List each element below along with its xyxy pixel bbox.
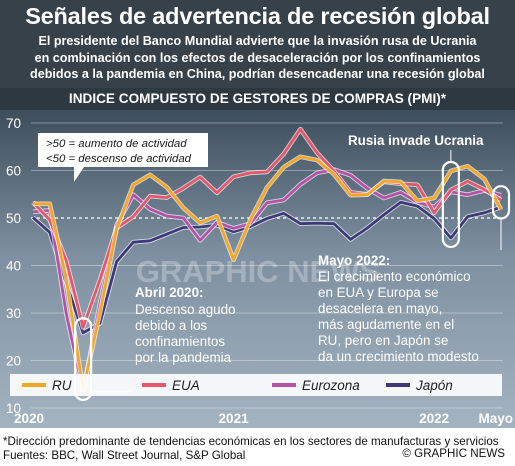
annotation-may-2022: Mayo 2022: El crecimiento económico en E… <box>318 253 479 364</box>
may-line: El crecimiento económico <box>318 269 471 284</box>
april-line: por la pandemia <box>135 350 232 365</box>
y-tick-label: 50 <box>6 211 21 226</box>
legend-box-pointer <box>74 167 84 182</box>
legend-box-line2: <50 = descenso de actividad <box>46 153 192 165</box>
subtitle-line: debidos a la pandemia en China, podrían … <box>30 67 485 81</box>
y-tick-label: 40 <box>6 259 21 274</box>
legend-box-bg <box>38 133 208 167</box>
pmi-chart: GRAPHIC NEWS 10 20 30 40 50 60 70 >50 = aument… <box>0 110 515 428</box>
y-tick-label: 10 <box>6 401 21 416</box>
x-tick-label: 2020 <box>14 411 44 426</box>
header-panel: Señales de advertencia de recesión globa… <box>0 0 515 88</box>
subtitle-line: El presidente del Banco Mundial advierte… <box>38 34 477 48</box>
watermark: GRAPHIC NEWS <box>136 254 381 289</box>
y-tick-label: 60 <box>6 164 21 179</box>
legend-label-EUA: EUA <box>172 378 200 393</box>
footnote: *Dirección predominante de tendencias ec… <box>3 435 499 448</box>
legend-label-RU: RU <box>52 378 72 393</box>
april-line: confinamientos <box>135 334 225 349</box>
x-tick-label: 2022 <box>419 411 449 426</box>
page-title: Señales de advertencia de recesión globa… <box>25 3 490 29</box>
may-title: Mayo 2022: <box>318 253 390 268</box>
may-line: da un crecimiento modesto <box>318 349 479 364</box>
april-title: Abril 2020: <box>135 285 203 300</box>
chart-title-band: INDICE COMPUESTO DE GESTORES DE COMPRAS … <box>0 88 515 110</box>
april-line: debido a los <box>135 318 208 333</box>
may-line: RU, pero en Japón se <box>318 333 448 348</box>
series-line-RU <box>33 155 503 392</box>
chart-legend: RU EUA Eurozona Japón <box>10 374 502 396</box>
annotation-russia: Rusia invade Ucrania <box>348 133 484 148</box>
april-line: Descenso agudo <box>135 302 236 317</box>
sources: Fuentes: BBC, Wall Street Journal, S&P G… <box>3 449 246 462</box>
series-line-Japón <box>32 200 502 335</box>
legend-label-Eurozona: Eurozona <box>302 378 360 393</box>
may-line: más agudamente en el <box>318 317 454 332</box>
legend-box-activity: >50 = aumento de actividad <50 = descens… <box>38 133 208 182</box>
y-tick-label: 20 <box>6 354 21 369</box>
legend-bg <box>10 374 502 396</box>
brand-credit: © GRAPHIC NEWS <box>402 447 505 460</box>
may-line: desacelera en mayo, <box>318 301 442 316</box>
legend-box-line1: >50 = aumento de actividad <box>46 138 187 150</box>
may-line: en EUA y Europa se <box>318 285 439 300</box>
highlight-april-2020 <box>74 317 93 402</box>
x-tick-label: 2021 <box>219 411 250 426</box>
x-tick-label: Mayo <box>478 411 513 426</box>
chart-title: INDICE COMPUESTO DE GESTORES DE COMPRAS … <box>68 91 447 106</box>
annotation-april: Abril 2020: Descenso agudo debido a los … <box>135 285 236 365</box>
highlight-feb-2022 <box>441 160 460 249</box>
subtitle-line: en combinación con los efectos de desace… <box>34 50 481 65</box>
y-tick-label: 30 <box>6 306 21 321</box>
legend-label-Japón: Japón <box>415 378 453 393</box>
y-tick-label: 70 <box>6 116 21 131</box>
page-subtitle: El presidente del Banco Mundial advierte… <box>10 33 505 83</box>
